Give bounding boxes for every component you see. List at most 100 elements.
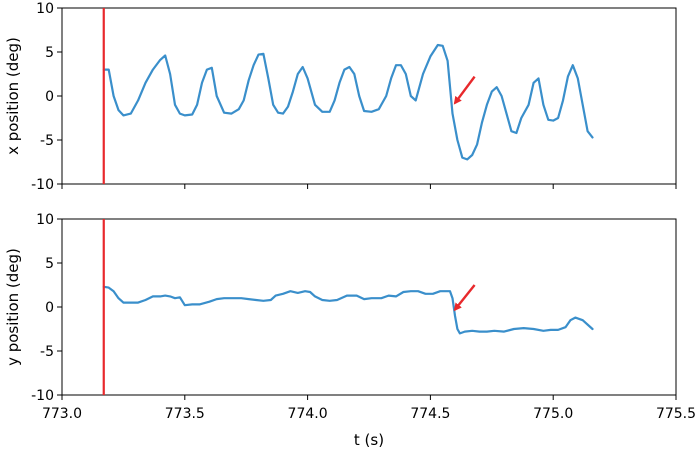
data-point (248, 79, 250, 81)
data-point (169, 73, 171, 75)
data-point (437, 44, 439, 46)
data-point (442, 45, 444, 47)
data-point (211, 67, 213, 69)
data-point (243, 99, 245, 101)
data-point (292, 91, 294, 93)
data-point (402, 291, 404, 293)
data-point (309, 291, 311, 293)
data-point (564, 326, 567, 328)
data-point (314, 295, 316, 297)
data-point (471, 330, 473, 332)
data-point (557, 117, 559, 119)
y-position-panel: -10 -5 0 5 10 773.0 773.5 774.0 774.5 775.0 775.5 y… (4, 212, 696, 449)
data-point (569, 319, 572, 321)
data-point (410, 95, 412, 97)
data-point (282, 113, 284, 115)
data-point (591, 136, 594, 138)
data-point (456, 139, 458, 141)
data-point (307, 77, 309, 79)
data-point (370, 297, 373, 299)
data-point (388, 295, 390, 297)
data-point (174, 104, 176, 106)
data-point (184, 304, 186, 306)
data-point (582, 104, 584, 106)
data-point (108, 69, 110, 71)
data-point (130, 302, 132, 304)
data-point (486, 104, 488, 106)
data-point (297, 292, 299, 294)
data-point (255, 299, 257, 301)
data-point (378, 108, 380, 110)
data-point (405, 73, 407, 75)
data-point (491, 91, 493, 93)
data-point (174, 297, 176, 299)
data-point (528, 104, 530, 106)
data-point (122, 114, 124, 116)
x-tick-label: 775.0 (533, 406, 573, 422)
data-point (562, 99, 564, 101)
x-tick-label: 775.5 (656, 406, 696, 422)
y-tick-label: -5 (40, 133, 54, 149)
data-point (144, 82, 147, 84)
data-point (486, 331, 488, 333)
data-point (164, 54, 166, 57)
data-point (262, 300, 264, 302)
data-point (179, 113, 181, 115)
data-point (542, 104, 545, 106)
data-point (152, 295, 154, 297)
data-point (476, 143, 478, 145)
data-point (230, 113, 233, 115)
data-point (314, 104, 316, 106)
data-point (275, 295, 277, 297)
data-point (198, 303, 201, 305)
y-tick-label: 10 (36, 1, 54, 17)
data-point (493, 330, 495, 332)
data-point (395, 295, 397, 297)
data-point (587, 130, 589, 132)
y-axis-label: x position (deg) (4, 37, 22, 155)
data-point (304, 290, 306, 292)
data-point (169, 295, 171, 297)
data-point (223, 297, 225, 299)
data-point (277, 112, 279, 114)
data-point (370, 111, 373, 113)
data-point (270, 299, 272, 301)
data-point (471, 154, 473, 156)
data-point (510, 130, 512, 132)
data-point (336, 299, 338, 301)
data-point (334, 99, 336, 101)
data-point (547, 119, 549, 121)
data-point (257, 54, 260, 56)
y-tick-label: -5 (40, 344, 54, 360)
data-point (346, 295, 348, 297)
data-point (117, 109, 120, 111)
data-point (302, 66, 304, 68)
data-point (216, 298, 218, 300)
data-point (390, 77, 392, 79)
data-point (223, 112, 225, 114)
data-point (358, 95, 360, 97)
data-point (552, 120, 554, 122)
data-point (572, 64, 574, 66)
data-point (395, 64, 397, 66)
data-point (159, 295, 161, 297)
data-point (117, 297, 120, 299)
x-tick-label: 773.0 (42, 406, 82, 422)
data-point (591, 328, 594, 330)
data-point (201, 82, 203, 84)
data-point (238, 108, 240, 110)
annotation-arrow (453, 75, 476, 105)
data-point (348, 66, 350, 68)
y-tick-label: 10 (36, 212, 54, 228)
data-point (385, 95, 387, 97)
data-point (363, 298, 365, 300)
data-point (321, 111, 323, 113)
data-point (179, 296, 181, 298)
x-tick-label: 774.0 (288, 406, 328, 422)
data-point (444, 290, 446, 292)
data-point (520, 117, 522, 119)
data-point (503, 331, 505, 333)
data-point (542, 330, 545, 332)
data-point (108, 287, 110, 289)
